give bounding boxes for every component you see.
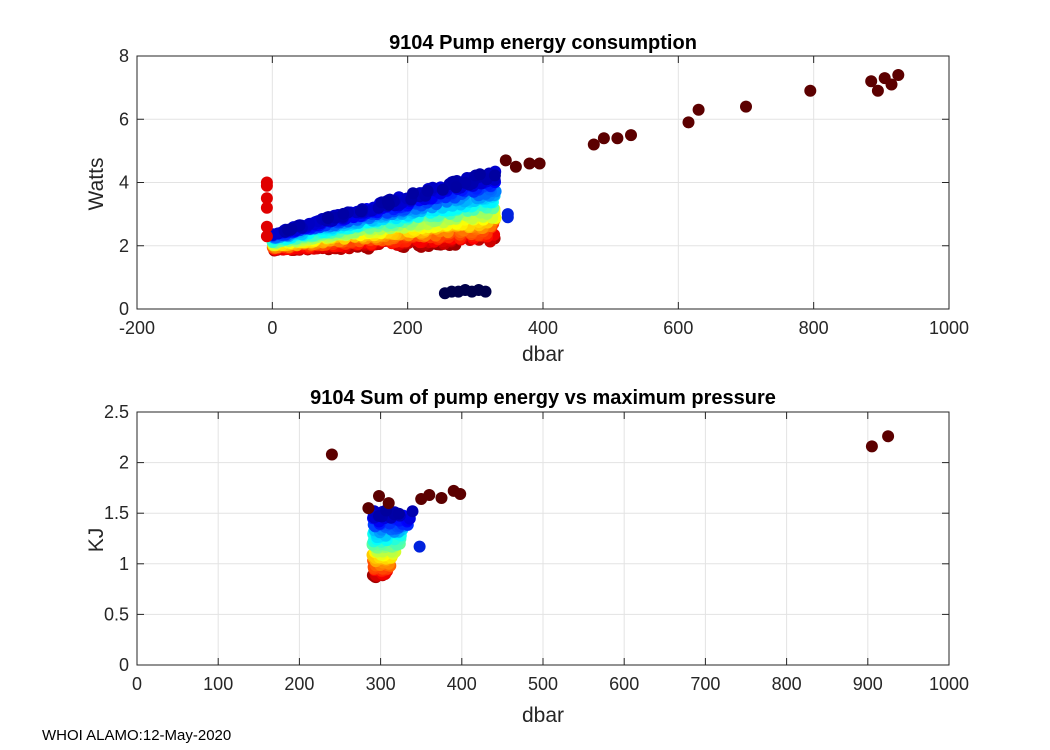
data-point [865,75,878,88]
data-point [381,195,394,208]
data-point [260,192,273,205]
x-tick-label: 200 [393,318,423,338]
y-tick-label: 1.5 [104,503,129,523]
data-point [392,507,405,520]
top-chart: 9104 Pump energy consumption dbar Watts … [85,32,969,366]
top-chart-ylabel: Watts [85,158,108,211]
data-point [260,201,273,214]
data-point [459,176,472,189]
data-point [260,220,273,233]
y-tick-label: 1 [119,554,129,574]
data-point [587,138,600,151]
data-point [882,430,895,443]
x-tick-label: 0 [132,674,142,694]
x-tick-label: 0 [267,318,277,338]
data-point [885,78,898,91]
y-tick-label: 0.5 [104,604,129,624]
y-tick-label: 8 [119,46,129,66]
data-point [436,183,449,196]
data-point [479,285,492,298]
data-points [325,430,895,584]
data-point [435,492,448,504]
data-point [382,497,395,510]
data-point [421,184,434,197]
data-point [282,223,295,236]
y-tick-label: 4 [119,173,129,193]
x-tick-label: 500 [528,674,558,694]
data-point [413,540,426,553]
data-point [804,84,817,97]
data-point [362,502,375,515]
data-point [597,132,610,145]
top-chart-xlabel: dbar [522,343,564,366]
data-point [260,176,273,189]
x-tick-label: 600 [609,674,639,694]
y-tick-label: 0 [119,655,129,675]
x-tick-label: 1000 [929,318,969,338]
y-tick-label: 2 [119,236,129,256]
data-point [321,212,334,224]
data-point [406,505,419,518]
x-tick-label: 600 [663,318,693,338]
data-point [865,440,878,453]
y-tick-label: 6 [119,109,129,129]
data-point [325,448,338,461]
y-tick-label: 2 [119,453,129,473]
data-point [488,169,501,182]
data-point [625,129,637,142]
x-tick-label: 700 [690,674,720,694]
x-tick-label: 800 [772,674,802,694]
data-point [373,490,385,502]
data-point [337,207,350,220]
x-tick-label: 900 [853,674,883,694]
data-point [260,230,273,243]
data-point [473,168,486,181]
x-tick-label: 200 [284,674,314,694]
data-point [740,100,752,113]
bottom-chart-ylabel: KJ [85,528,108,553]
data-point [533,157,546,170]
x-tick-label: 800 [799,318,829,338]
data-point [423,489,436,501]
data-point [499,154,512,167]
bottom-chart: 9104 Sum of pump energy vs maximum press… [85,387,969,727]
y-tick-label: 0 [119,299,129,319]
top-chart-title: 9104 Pump energy consumption [389,32,697,54]
data-point [355,205,368,218]
x-tick-label: 400 [447,674,477,694]
grid [136,411,950,666]
data-point [454,488,467,500]
x-tick-label: 100 [203,674,233,694]
footer-label: WHOI ALAMO:12-May-2020 [42,727,232,744]
bottom-chart-xlabel: dbar [522,704,564,727]
x-tick-label: 400 [528,318,558,338]
x-tick-label: 300 [366,674,396,694]
data-point [509,160,522,173]
data-point [407,187,419,200]
data-point [692,103,705,116]
x-tick-label: -200 [119,318,155,338]
data-points [260,69,905,300]
y-tick-label: 2.5 [104,402,129,422]
data-point [501,208,514,221]
data-point [682,116,695,129]
data-point [871,84,884,97]
bottom-chart-title: 9104 Sum of pump energy vs maximum press… [310,387,776,409]
data-point [523,157,536,170]
data-point [450,181,463,194]
data-point [892,69,905,81]
data-point [611,132,624,145]
x-tick-label: 1000 [929,674,969,694]
